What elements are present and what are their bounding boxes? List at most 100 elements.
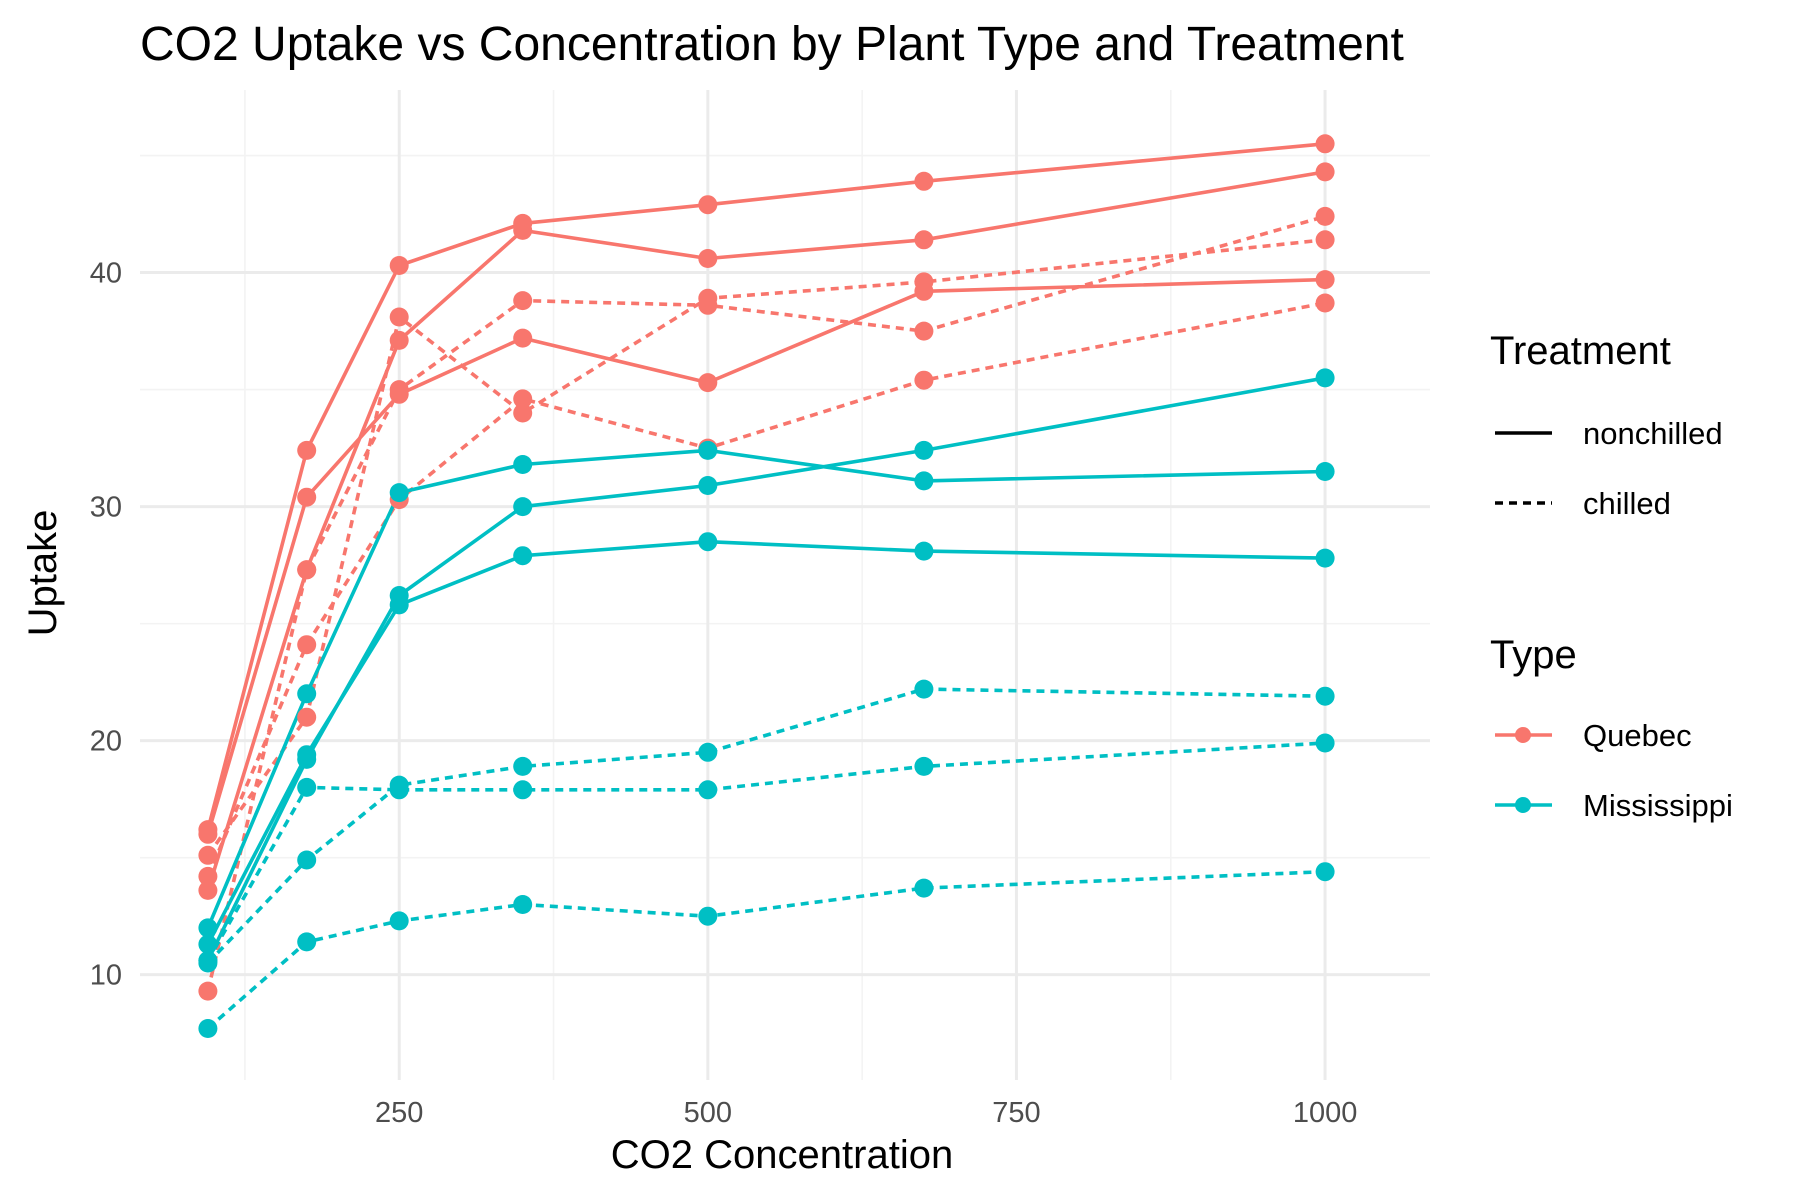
data-point-mississippi (198, 1019, 218, 1038)
y-tick-label: 30 (90, 492, 122, 524)
data-point-quebec (1315, 293, 1335, 313)
data-point-mississippi (1315, 548, 1335, 568)
data-point-mississippi (297, 777, 317, 797)
series-line-mississippi-nonchilled (206, 539, 1326, 946)
data-point-quebec (198, 820, 218, 840)
data-point-mississippi (698, 780, 718, 800)
y-tick-label: 40 (90, 258, 122, 290)
data-point-mississippi (698, 906, 718, 926)
data-point-quebec (513, 389, 533, 409)
data-point-mississippi (914, 440, 934, 460)
data-point-quebec (198, 845, 218, 865)
data-point-quebec (198, 880, 218, 900)
data-point-mississippi (513, 546, 533, 566)
data-point-quebec (297, 707, 317, 727)
data-point-mississippi (297, 745, 317, 765)
data-points (198, 134, 1335, 1038)
data-point-mississippi (198, 951, 218, 971)
data-point-mississippi (914, 471, 934, 491)
data-point-quebec (389, 380, 409, 400)
data-point-quebec (297, 440, 317, 460)
data-point-mississippi (698, 440, 718, 460)
data-point-quebec (297, 635, 317, 655)
data-point-mississippi (513, 455, 533, 474)
data-point-mississippi (1315, 686, 1335, 706)
legend-key-quebec-marker (1515, 727, 1531, 743)
legend-label-nonchilled: nonchilled (1583, 416, 1723, 451)
data-point-mississippi (513, 780, 533, 800)
data-point-mississippi (698, 742, 718, 762)
data-point-quebec (389, 256, 409, 275)
data-point-quebec (297, 560, 317, 580)
data-point-quebec (1315, 134, 1335, 154)
x-axis-title: CO2 Concentration (611, 1133, 953, 1177)
data-point-quebec (513, 213, 533, 233)
data-point-quebec (914, 370, 934, 390)
x-tick-label: 1000 (1293, 1097, 1358, 1129)
series-lines (206, 142, 1326, 1030)
data-point-mississippi (198, 934, 218, 954)
series-line-mississippi-chilled (206, 869, 1326, 1030)
data-point-quebec (297, 487, 317, 507)
data-point-mississippi (389, 780, 409, 800)
data-point-mississippi (914, 541, 934, 561)
grid (140, 90, 1430, 1080)
data-point-quebec (698, 373, 718, 393)
data-point-mississippi (297, 932, 317, 952)
x-tick-label: 750 (992, 1097, 1040, 1129)
data-point-mississippi (389, 483, 409, 503)
data-point-mississippi (914, 679, 934, 699)
data-point-mississippi (297, 684, 317, 704)
data-point-quebec (1315, 162, 1335, 182)
data-point-mississippi (389, 595, 409, 615)
data-point-mississippi (513, 895, 533, 914)
series-line-mississippi-nonchilled (206, 376, 1326, 962)
data-point-mississippi (198, 918, 218, 938)
data-point-mississippi (1315, 368, 1335, 388)
legend-label-chilled: chilled (1583, 486, 1671, 521)
data-point-mississippi (698, 476, 718, 495)
series-line-quebec-nonchilled (206, 142, 1326, 831)
data-point-quebec (198, 981, 218, 1001)
data-point-quebec (914, 171, 934, 191)
y-tick-label: 20 (90, 726, 122, 758)
x-tick-label: 500 (684, 1097, 732, 1129)
data-point-quebec (1315, 230, 1335, 250)
x-tick-label: 250 (375, 1097, 423, 1129)
y-axis-title: Uptake (21, 510, 65, 637)
data-point-mississippi (513, 497, 533, 517)
y-tick-label: 10 (90, 960, 122, 992)
series-line-mississippi-chilled (206, 687, 1326, 965)
data-point-quebec (698, 195, 718, 215)
data-point-mississippi (1315, 733, 1335, 753)
data-point-quebec (698, 249, 718, 268)
legend-key-mississippi-marker (1515, 797, 1531, 813)
legend-label-mississippi: Mississippi (1583, 788, 1733, 823)
data-point-quebec (914, 321, 934, 341)
tick-labels: 250 500 750 1000 10 20 30 40 (90, 258, 1358, 1129)
data-point-quebec (513, 328, 533, 348)
legend-title-treatment: Treatment (1490, 329, 1671, 373)
data-point-mississippi (914, 756, 934, 776)
data-point-mississippi (1315, 862, 1335, 882)
legend-title-type: Type (1490, 633, 1577, 677)
data-point-quebec (1315, 206, 1335, 226)
series-line-mississippi-nonchilled (206, 448, 1326, 929)
data-point-quebec (513, 403, 533, 423)
data-point-mississippi (1315, 462, 1335, 481)
data-point-quebec (914, 230, 934, 250)
data-point-quebec (513, 291, 533, 311)
data-point-quebec (698, 288, 718, 308)
legend-label-quebec: Quebec (1583, 718, 1692, 753)
data-point-quebec (914, 272, 934, 292)
chart-title: CO2 Uptake vs Concentration by Plant Typ… (140, 18, 1404, 71)
data-point-mississippi (698, 532, 718, 552)
data-point-quebec (389, 307, 409, 327)
data-point-mississippi (914, 878, 934, 898)
data-point-mississippi (513, 756, 533, 776)
data-point-quebec (198, 866, 218, 886)
data-point-quebec (1315, 270, 1335, 290)
data-point-quebec (389, 330, 409, 350)
